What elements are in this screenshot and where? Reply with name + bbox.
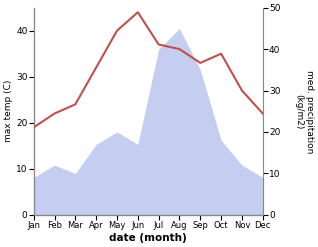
Y-axis label: med. precipitation
(kg/m2): med. precipitation (kg/m2) [294, 70, 314, 153]
X-axis label: date (month): date (month) [109, 233, 187, 243]
Y-axis label: max temp (C): max temp (C) [4, 80, 13, 143]
